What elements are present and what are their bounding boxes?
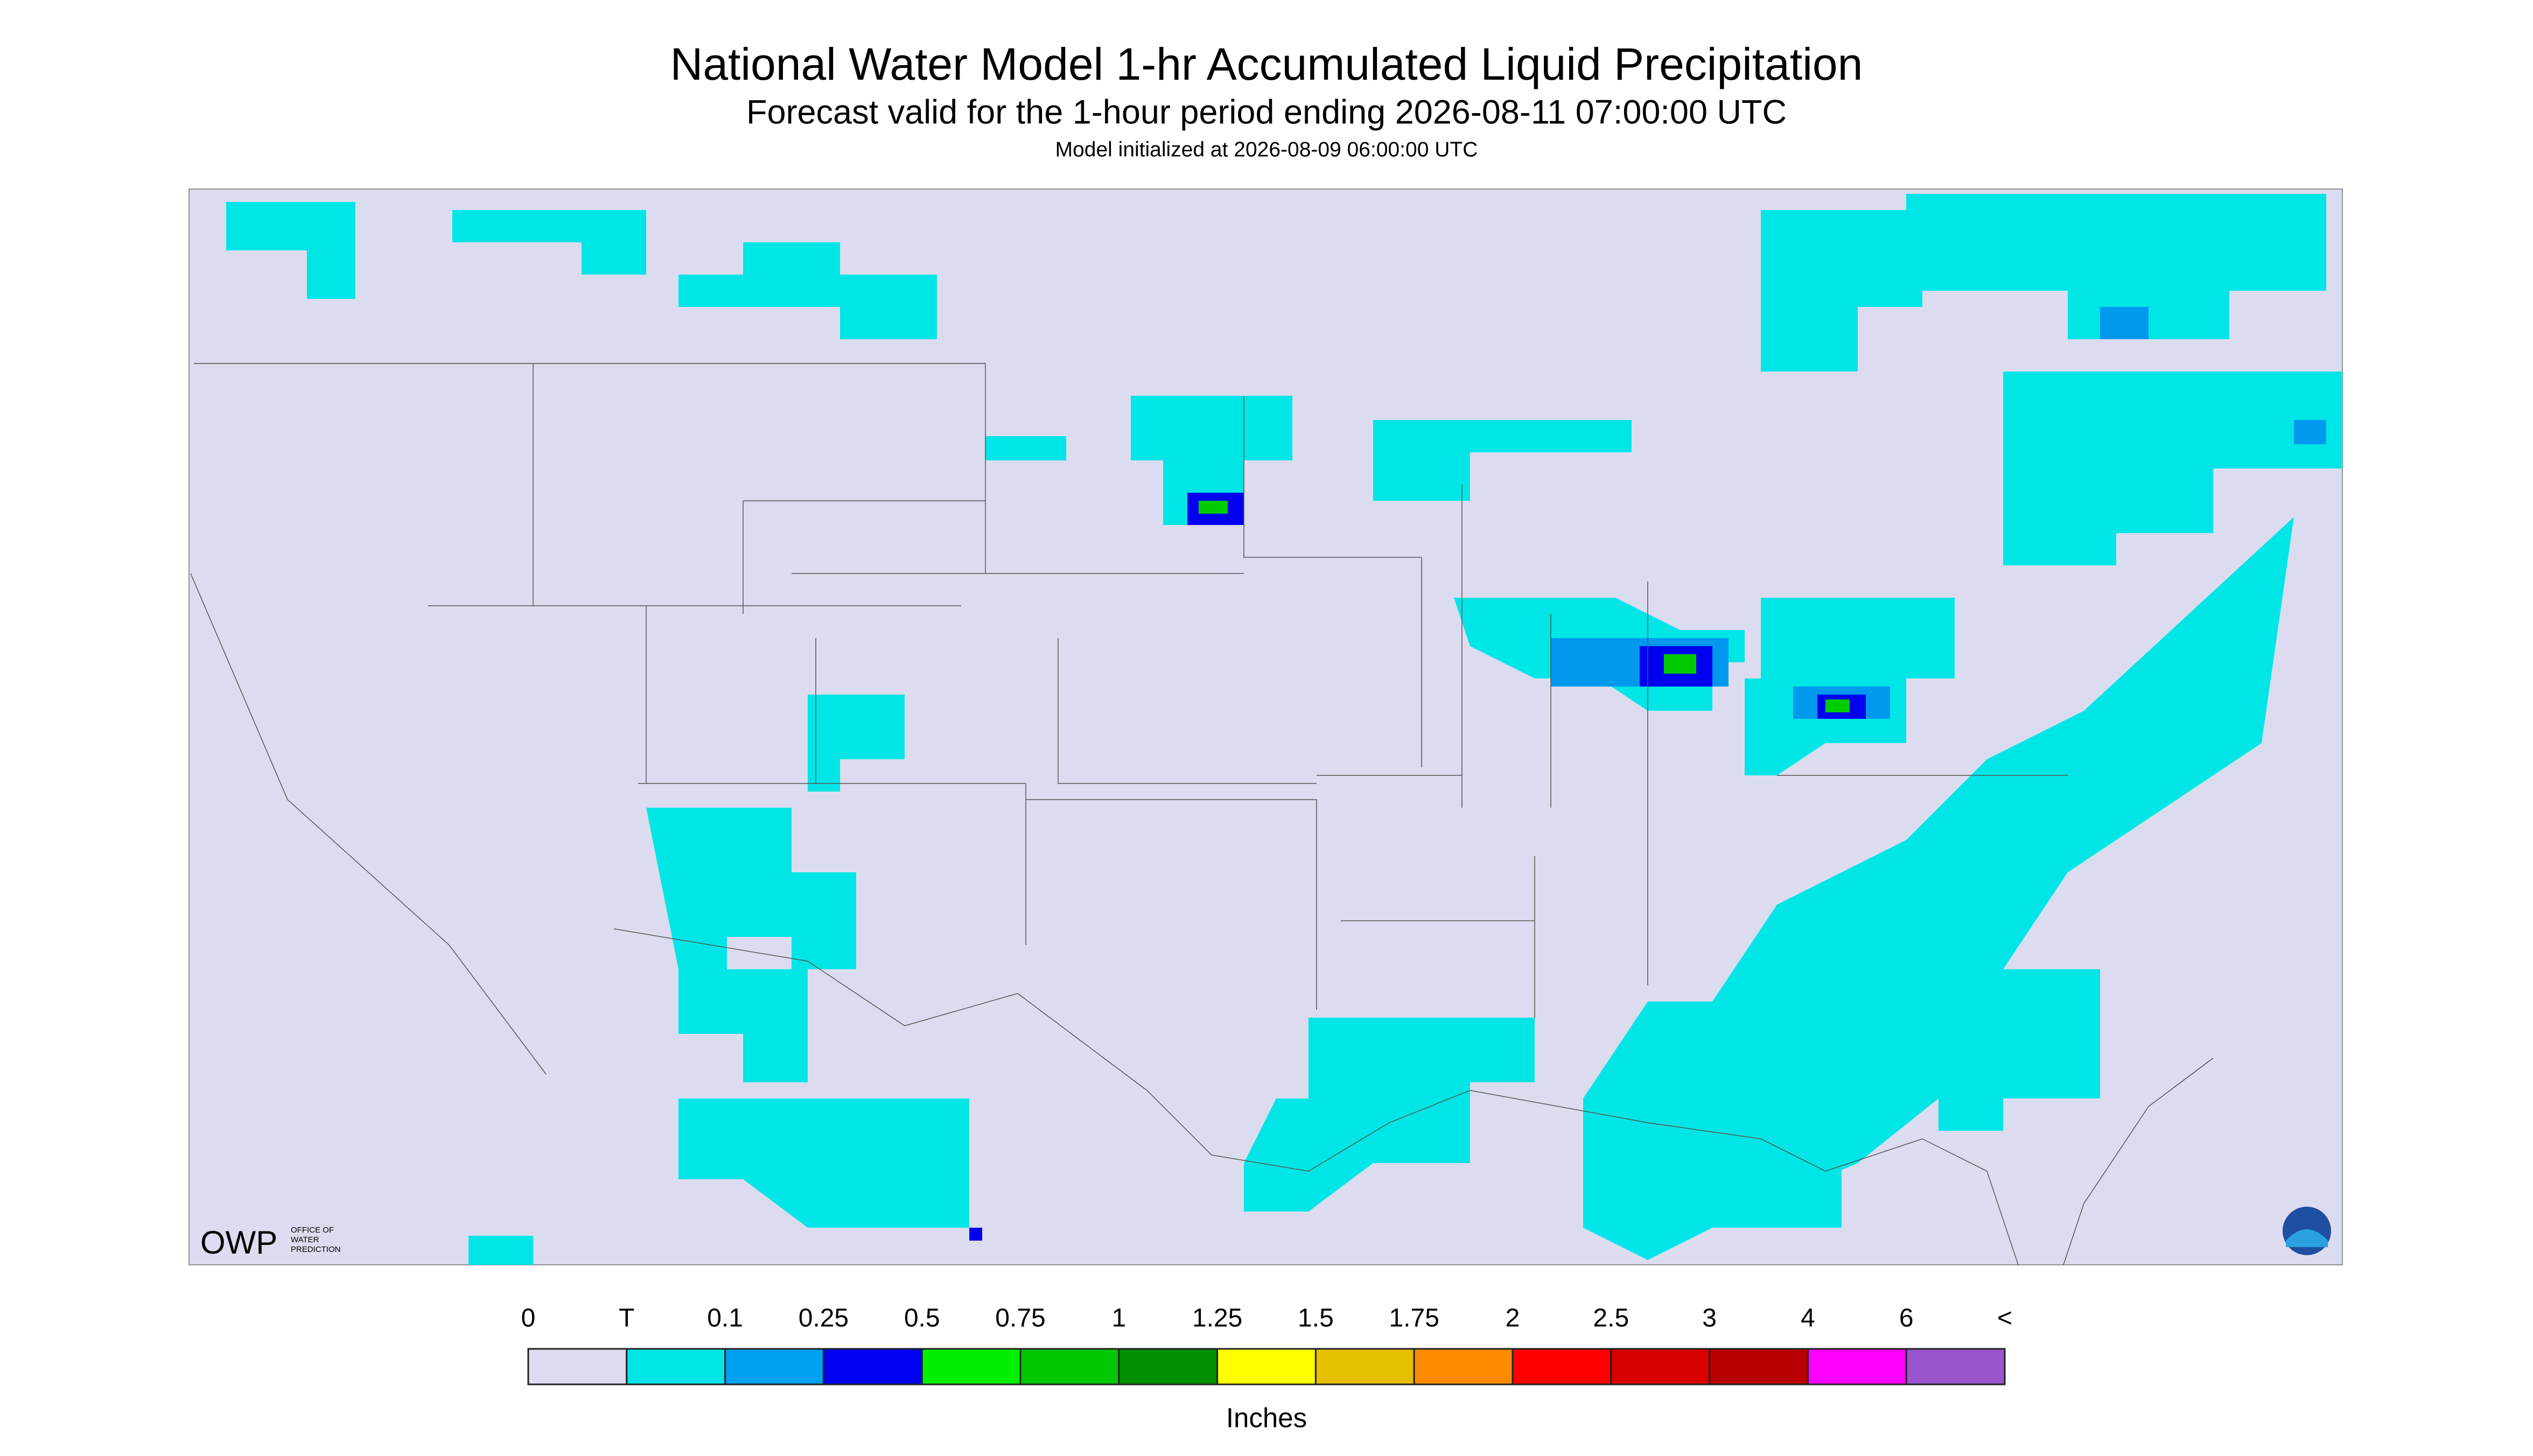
color-box	[1216, 1348, 1317, 1385]
color-box	[626, 1348, 726, 1385]
color-box	[921, 1348, 1021, 1385]
legend-label: 0.5	[904, 1304, 940, 1333]
legend-label: 1.75	[1389, 1304, 1439, 1333]
owp-text: WATER	[291, 1235, 319, 1244]
precip	[226, 194, 2342, 1265]
color-box	[1709, 1348, 1809, 1385]
color-box	[527, 1348, 628, 1385]
color-box	[1019, 1348, 1120, 1385]
legend-unit: Inches	[1226, 1402, 1307, 1433]
owp-text: OFFICE OF	[291, 1226, 334, 1235]
legend-label: 0.75	[995, 1304, 1045, 1333]
legend-label: 1	[1111, 1304, 1126, 1333]
legend-label: T	[619, 1304, 634, 1333]
legend-label: 2	[1506, 1304, 1520, 1333]
subtitle: Forecast valid for the 1-hour period end…	[746, 94, 1787, 131]
legend-label: 0	[521, 1304, 536, 1333]
color-box	[1905, 1348, 2006, 1385]
legend-label: 6	[1899, 1304, 1914, 1333]
color-box	[1512, 1348, 1612, 1385]
boundaries	[190, 363, 2214, 1265]
owp-text: PREDICTION	[291, 1245, 341, 1254]
color-box	[1118, 1348, 1219, 1385]
legend-label: 0.25	[799, 1304, 849, 1333]
owp-logo: OWP	[200, 1224, 277, 1261]
legend-label: 4	[1801, 1304, 1815, 1333]
legend-label: 3	[1702, 1304, 1717, 1333]
legend-label: 1.25	[1192, 1304, 1242, 1333]
legend-label: <	[1997, 1304, 2012, 1333]
legend-label: 2.5	[1593, 1304, 1629, 1333]
init-time: Model initialized at 2026-08-09 06:00:00…	[1055, 138, 1478, 161]
title: National Water Model 1-hr Accumulated Li…	[670, 39, 1863, 89]
color-box	[1807, 1348, 1907, 1385]
color-box	[724, 1348, 824, 1385]
legend: 0 T 0.1 0.25 0.5 0.75 1 1.25 1.5 1.75 2 2.5 3 4 6 <	[521, 1304, 2012, 1385]
legend-label: 1.5	[1298, 1304, 1334, 1333]
color-box	[1413, 1348, 1514, 1385]
map: OWP OFFICE OF WATER PREDICTION	[188, 188, 2343, 1265]
color-box	[822, 1348, 923, 1385]
color-box	[1314, 1348, 1415, 1385]
color-box	[1610, 1348, 1711, 1385]
legend-label: 0.1	[707, 1304, 743, 1333]
